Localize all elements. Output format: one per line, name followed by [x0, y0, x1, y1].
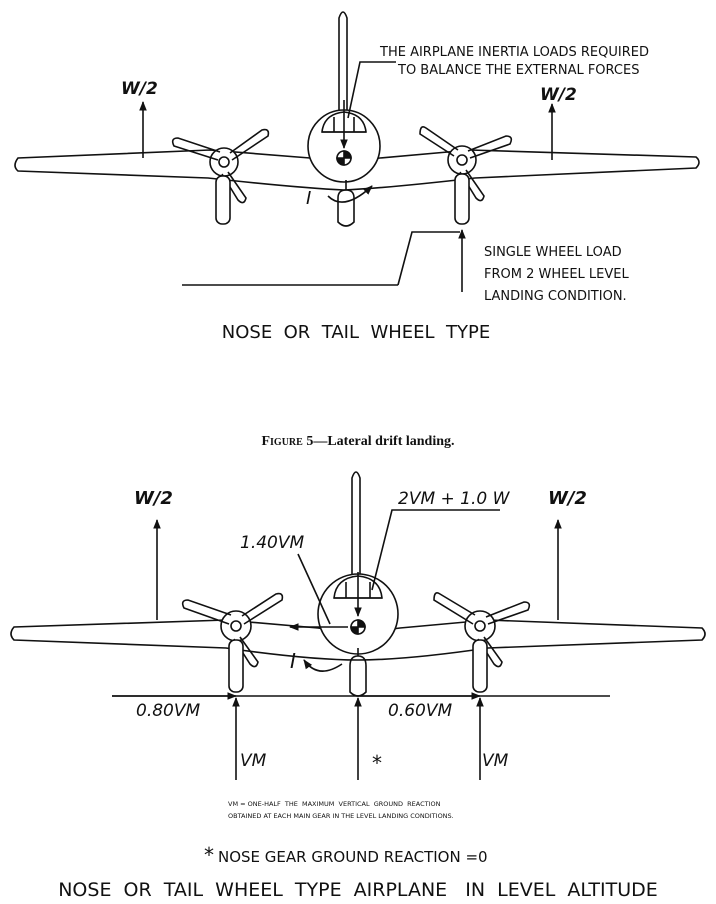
bottom-right-side-load-label: 0.60VM [388, 701, 452, 721]
top-left-engine [171, 128, 270, 225]
top-tail-fin [338, 11, 348, 118]
bottom-airplane [10, 471, 706, 780]
top-note-leader [347, 61, 396, 119]
bottom-left-vertical-label: VM [240, 751, 267, 771]
top-wheel-note-2: FROM 2 WHEEL LEVEL [484, 267, 629, 282]
top-w-right-label: W/2 [540, 85, 577, 105]
bottom-nose-gear [349, 655, 367, 697]
bottom-nose-star: * [372, 751, 382, 775]
bottom-side-leader [297, 553, 331, 625]
bottom-tail-fin [351, 471, 361, 588]
top-w-left-label: W/2 [121, 79, 158, 99]
bottom-w-left-label: W/2 [134, 488, 173, 509]
top-nose-gear [337, 189, 355, 227]
bottom-footnote-line-1: VM = ONE-HALF THE MAXIMUM VERTICAL GROUN… [228, 800, 441, 808]
top-note-line-1: THE AIRPLANE INERTIA LOADS REQUIRED [379, 45, 649, 60]
top-note-line-2: TO BALANCE THE EXTERNAL FORCES [397, 63, 639, 78]
bottom-load-leader [371, 509, 500, 591]
top-type-label: NOSE OR TAIL WHEEL TYPE [222, 322, 490, 343]
bottom-w-right-label: W/2 [548, 488, 587, 509]
bottom-inertia-arrow [303, 659, 343, 672]
bottom-load-side-label: 1.40VM [240, 533, 304, 553]
top-wheel-note-3: LANDING CONDITION. [484, 289, 627, 304]
top-wheel-note-1: SINGLE WHEEL LOAD [484, 245, 622, 260]
top-right-engine [419, 126, 513, 225]
top-airplane [14, 11, 700, 292]
top-inertia-arrow [327, 185, 373, 203]
figure-caption-text: —Lateral drift landing. [312, 434, 454, 449]
bottom-star-note: * NOSE GEAR GROUND REACTION =0 [204, 843, 488, 867]
bottom-title: NOSE OR TAIL WHEEL TYPE AIRPLANE IN LEVE… [58, 879, 658, 901]
bottom-star-glyph: * [204, 843, 214, 867]
figure-caption: Figure 5—Lateral drift landing. [261, 434, 454, 449]
bottom-right-engine [433, 592, 531, 693]
bottom-inertia-label: I [290, 649, 296, 673]
bottom-star-note-text: NOSE GEAR GROUND REACTION =0 [218, 848, 488, 866]
bottom-left-side-load-label: 0.80VM [136, 701, 200, 721]
bottom-footnote-line-2: OBTAINED AT EACH MAIN GEAR IN THE LEVEL … [228, 812, 454, 820]
bottom-load-top-label: 2VM + 1.0 W [398, 489, 511, 509]
bottom-left-engine [181, 592, 284, 693]
figure-caption-lead: Figure 5 [261, 434, 313, 449]
bottom-right-vertical-label: VM [482, 751, 509, 771]
top-inertia-label: I [306, 188, 311, 209]
